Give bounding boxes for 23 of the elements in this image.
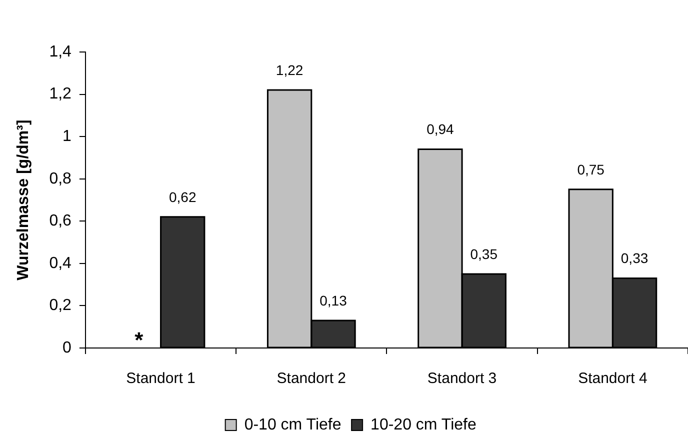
data-label: 0,62 (168, 188, 196, 205)
y-tick-label: 0,2 (49, 297, 72, 314)
y-tick-label: 0,4 (49, 254, 72, 272)
data-label: 0,75 (577, 161, 605, 178)
data-label: 0,13 (320, 292, 348, 308)
y-tick-label: 0,8 (49, 170, 72, 188)
y-axis-title: Wurzelmasse [g/dm³] (15, 120, 32, 280)
data-label: 0,33 (620, 250, 648, 266)
legend-label: 10-20 cm Tiefe (370, 416, 476, 434)
x-tick-label: Standort 4 (578, 370, 648, 388)
x-tick-label: Standort 1 (126, 370, 196, 388)
data-label: 0,35 (470, 246, 498, 262)
x-tick-label: Standort 2 (276, 370, 346, 388)
y-tick-label: 1 (62, 128, 72, 145)
y-tick-label: 0,6 (49, 212, 72, 230)
data-label: 0,94 (426, 121, 454, 138)
y-tick-label: 1,2 (49, 86, 72, 103)
legend-label: 0-10 cm Tiefe (244, 416, 342, 434)
data-label: 1,22 (276, 62, 304, 78)
annotation: * (134, 327, 144, 352)
y-tick-label: 0 (62, 339, 72, 356)
y-tick-label: 1,4 (49, 43, 72, 60)
x-tick-label: Standort 3 (427, 370, 497, 388)
